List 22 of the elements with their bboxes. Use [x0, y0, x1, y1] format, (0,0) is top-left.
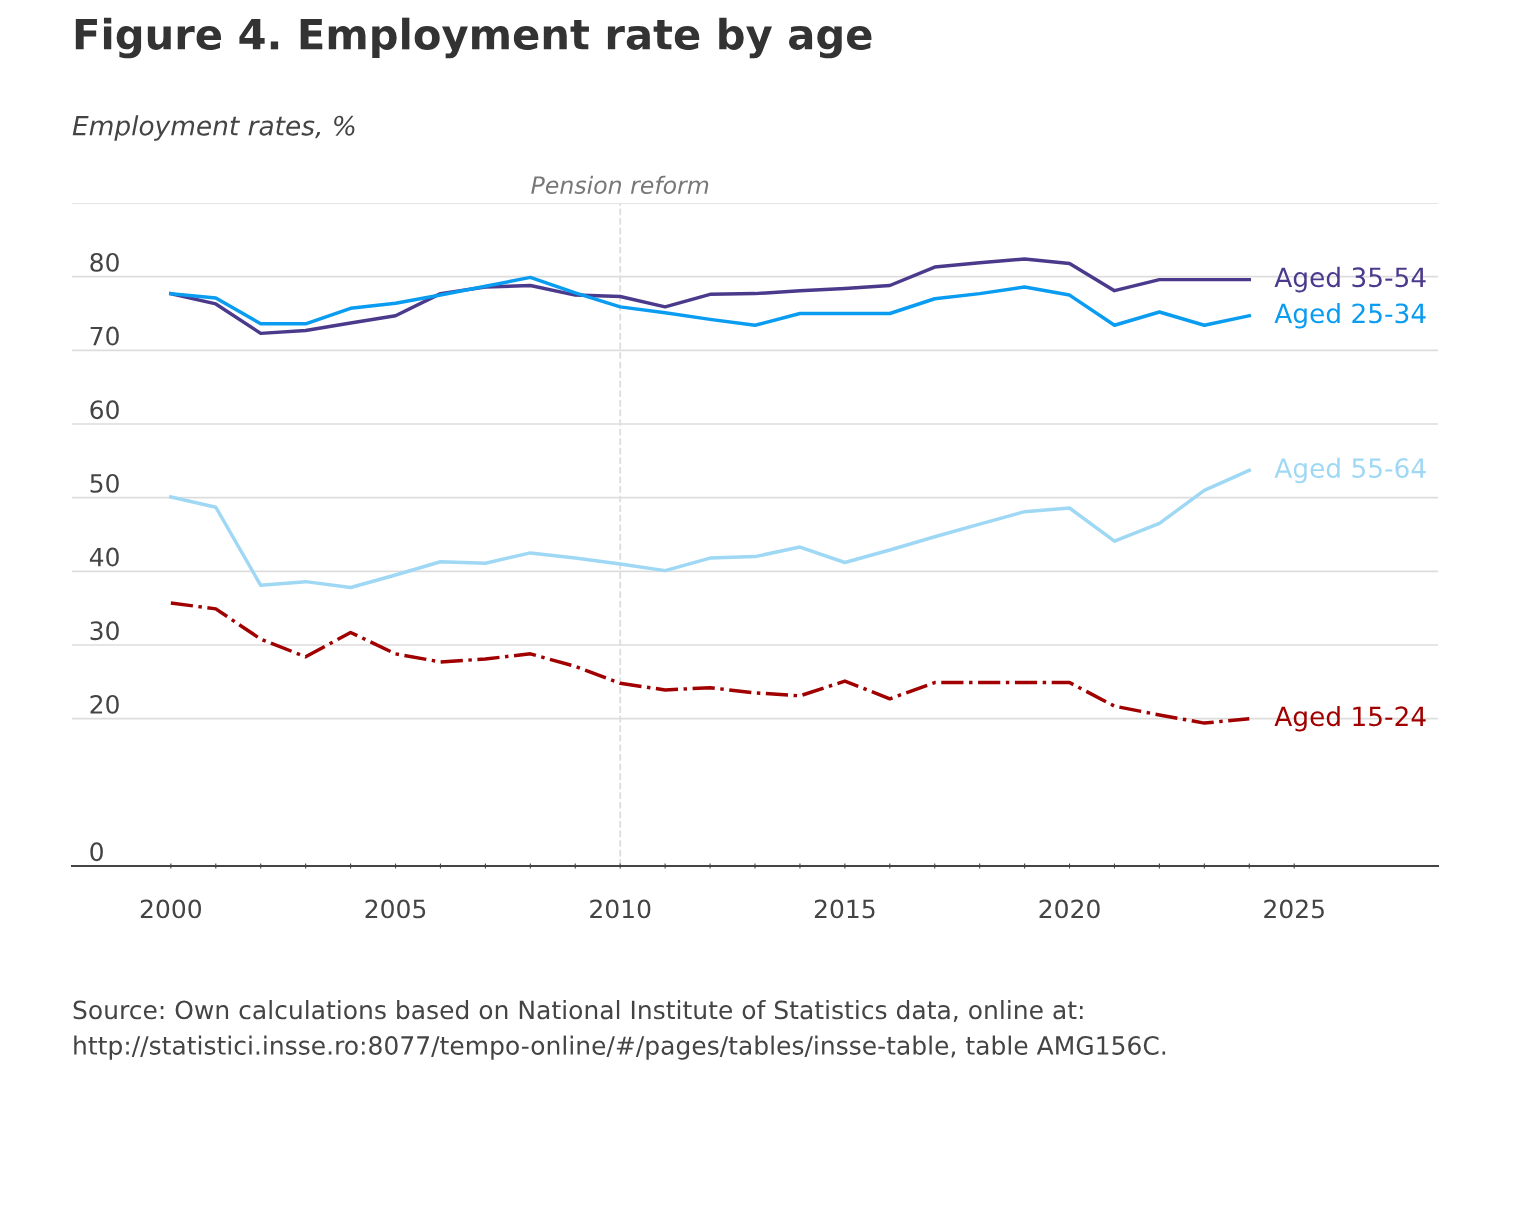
- series-label: Aged 55-64: [1274, 457, 1426, 484]
- y-tick-label: 20: [90, 694, 119, 714]
- y-tick-label: 60: [90, 400, 119, 420]
- y-tick-label: 0: [90, 842, 103, 862]
- x-tick-label: 2020: [1039, 899, 1100, 919]
- series-label: Aged 15-24: [1274, 705, 1426, 732]
- x-tick-label: 2025: [1264, 899, 1324, 919]
- series-label: Aged 35-54: [1274, 266, 1426, 293]
- x-tick-label: 2005: [365, 899, 426, 919]
- x-tick-label: 2015: [814, 899, 875, 919]
- y-axis-title: Employment rates, %: [72, 115, 355, 141]
- y-tick-label: 40: [89, 547, 119, 567]
- y-tick-label: 70: [90, 326, 119, 346]
- source-note: Source: Own calculations based on National Institute of Statistics data, online at: http://statistici.insse.ro:8077/tempo-online/#/pages/tables/insse-table, table AMG156C.: [73, 1000, 1166, 1060]
- chart-title: Figure 4. Employment rate by age: [75, 17, 872, 59]
- ref-line-label: Pension reform: [531, 175, 709, 195]
- series-label: Aged 25-34: [1274, 302, 1426, 329]
- x-tick-label: 2010: [590, 899, 651, 919]
- y-tick-label: 80: [90, 252, 119, 272]
- y-tick-label: 50: [90, 473, 119, 493]
- x-tick-label: 2000: [140, 899, 202, 919]
- y-tick-label: 30: [90, 621, 119, 641]
